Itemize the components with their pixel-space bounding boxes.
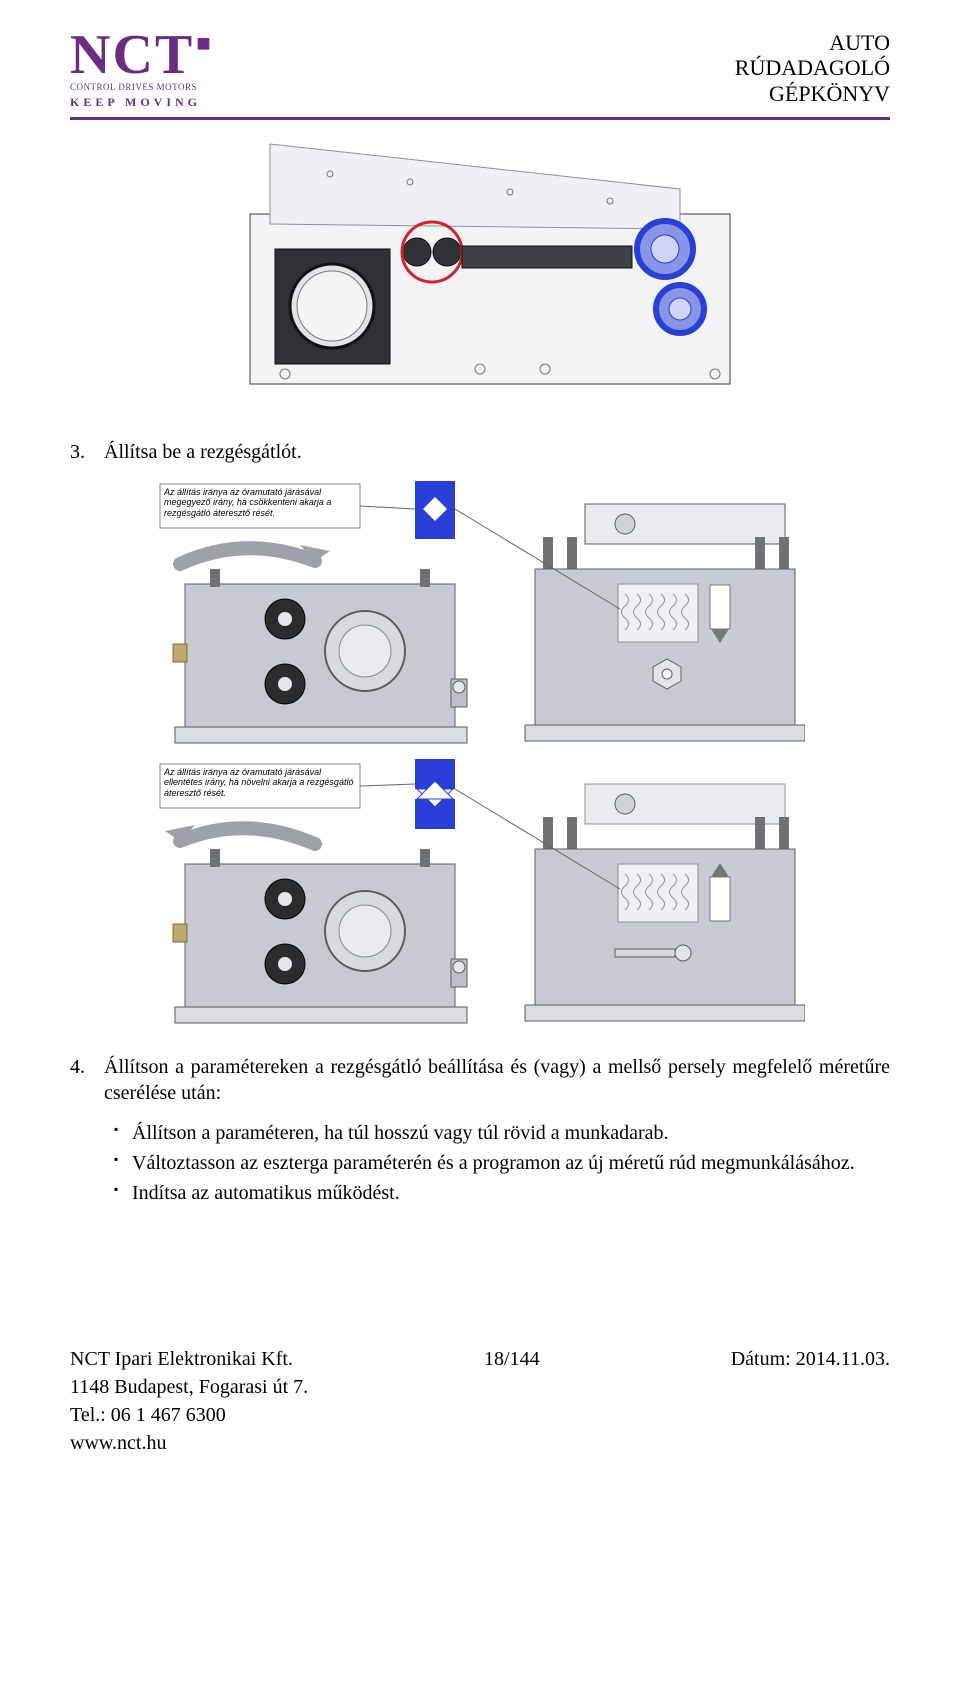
footer-page: 18/144 [484, 1346, 540, 1372]
bullet-1: Állítson a paraméteren, ha túl hosszú va… [114, 1120, 890, 1146]
step-3: 3. Állítsa be a rezgésgátlót. [70, 439, 890, 465]
page-header: NCT ■ CONTROL DRIVES MOTORS KEEP MOVING … [70, 30, 890, 111]
step-4-text: Állítson a paramétereken a rezgésgátló b… [104, 1054, 890, 1106]
figure-1-svg [210, 134, 750, 404]
doc-title-block: AUTO RÚDADAGOLÓ GÉPKÖNYV [735, 30, 890, 106]
header-rule [70, 117, 890, 120]
step-3-text: Állítsa be a rezgésgátlót. [104, 439, 302, 465]
figure-2-svg: Az állítás iránya az óramutató járásával… [155, 479, 805, 1029]
step-4-number: 4. [70, 1054, 90, 1106]
doc-title-line1: AUTO [735, 30, 890, 55]
bullet-2: Változtasson az eszterga paraméterén és … [114, 1150, 890, 1176]
logo-subline-2: KEEP MOVING [70, 95, 201, 111]
footer-date: Dátum: 2014.11.03. [731, 1346, 890, 1372]
logo-dot-icon: ■ [196, 34, 213, 56]
bullet-3: Indítsa az automatikus működést. [114, 1180, 890, 1206]
footer-address: 1148 Budapest, Fogarasi út 7. [70, 1374, 890, 1400]
doc-title-line3: GÉPKÖNYV [735, 81, 890, 106]
footer-web: www.nct.hu [70, 1430, 890, 1456]
step-4-bullets: Állítson a paraméteren, ha túl hosszú va… [114, 1120, 890, 1206]
step-4: 4. Állítson a paramétereken a rezgésgátl… [70, 1054, 890, 1106]
figure-2-note-2: Az állítás iránya az óramutató járásával… [164, 767, 356, 798]
figure-1 [70, 134, 890, 411]
footer-tel: Tel.: 06 1 467 6300 [70, 1402, 890, 1428]
logo-text: NCT [70, 30, 194, 80]
figure-2-note-1: Az állítás iránya az óramutató járásával… [164, 487, 356, 518]
step-3-number: 3. [70, 439, 90, 465]
logo-subline-1: CONTROL DRIVES MOTORS [70, 82, 197, 94]
logo-block: NCT ■ CONTROL DRIVES MOTORS KEEP MOVING [70, 30, 213, 111]
figure-2: Az állítás iránya az óramutató járásával… [70, 479, 890, 1036]
doc-title-line2: RÚDADAGOLÓ [735, 55, 890, 80]
logo-main: NCT ■ [70, 30, 213, 80]
page-footer: NCT Ipari Elektronikai Kft. 18/144 Dátum… [70, 1346, 890, 1456]
footer-company: NCT Ipari Elektronikai Kft. [70, 1346, 293, 1372]
